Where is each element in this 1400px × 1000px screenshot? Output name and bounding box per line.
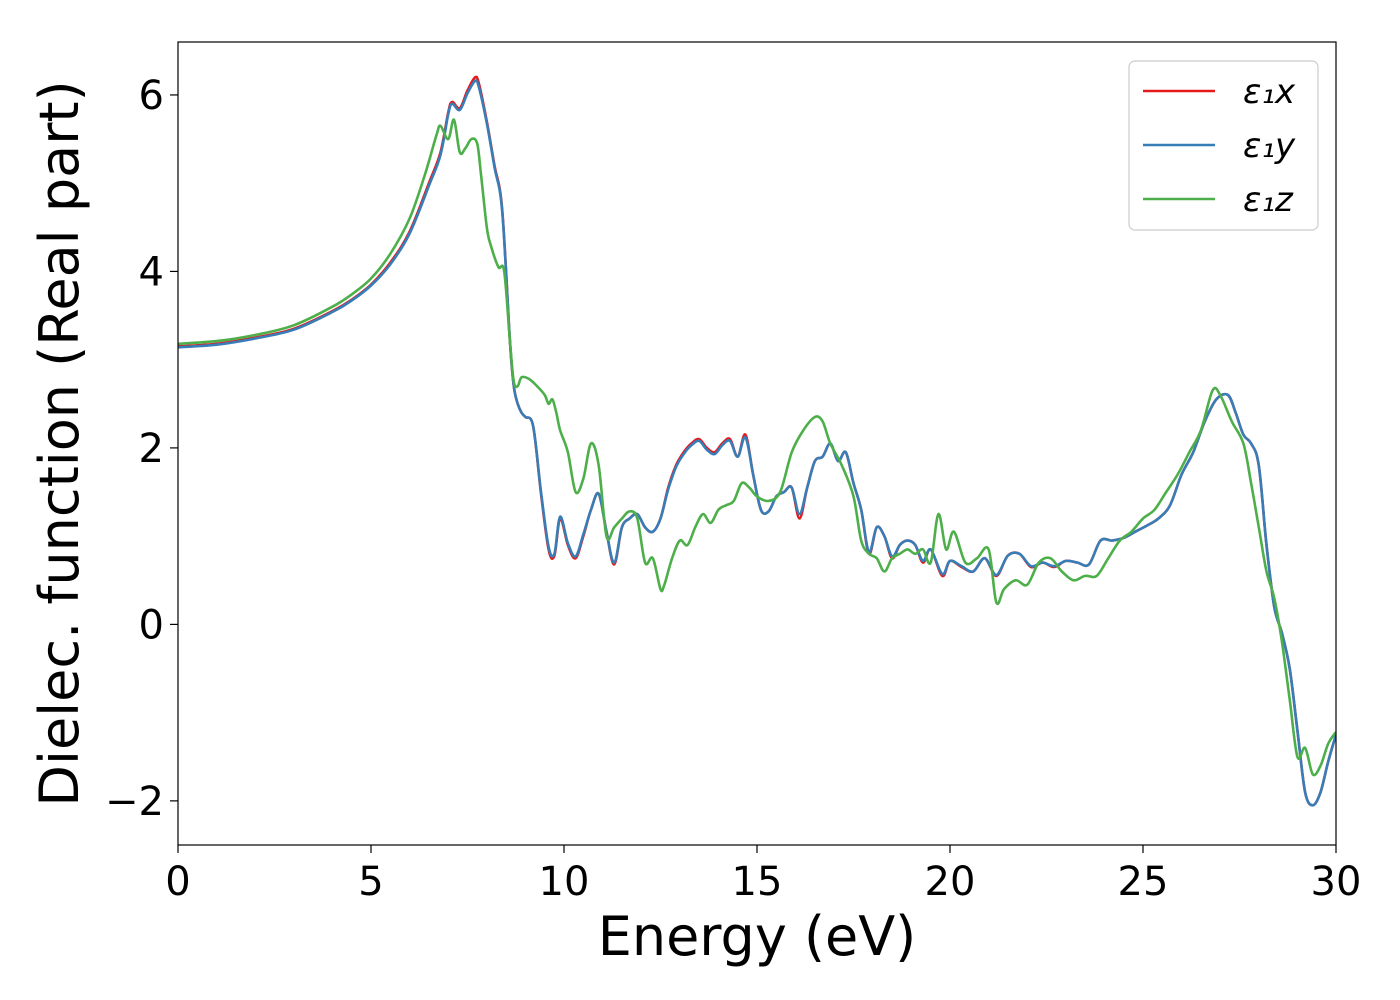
x-tick-label: 0 [165,859,190,905]
series-layer [178,75,1336,807]
y-tick-label: 0 [139,602,164,648]
y-tick-label: −2 [105,779,164,825]
series-line-1 [178,79,1336,807]
series-line-2 [178,118,1336,777]
x-tick-label: 10 [539,859,590,905]
legend: ε₁x ε₁y ε₁z [1128,60,1319,231]
x-tick-label: 15 [732,859,783,905]
legend-box [1128,60,1319,231]
x-axis-label: Energy (eV) [598,905,917,968]
legend-label-0: ε₁x [1243,72,1296,112]
x-tick-label: 5 [358,859,383,905]
y-axis-label: Dielec. function (Real part) [28,80,91,806]
y-tick-label: 2 [139,426,164,472]
legend-label-1: ε₁y [1243,126,1296,166]
y-tick-label: 6 [139,73,164,119]
y-tick-label: 4 [139,249,164,295]
x-tick-label: 30 [1311,859,1362,905]
legend-label-2: ε₁z [1243,180,1294,220]
x-tick-label: 25 [1118,859,1169,905]
x-tick-label: 20 [925,859,976,905]
